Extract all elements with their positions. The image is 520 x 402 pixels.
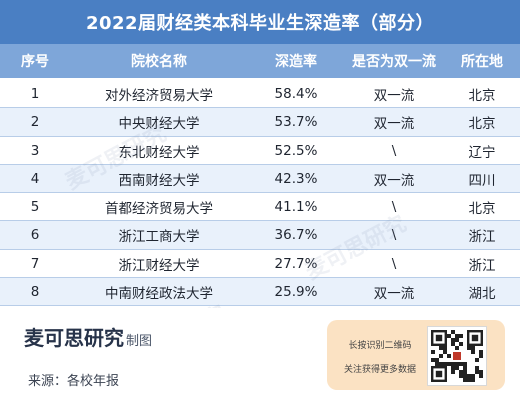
qr-caption-2: 关注获得更多数据 [343,365,416,375]
cell-double-first: 双一流 [373,172,415,189]
cell-school: 中南财经政法大学 [105,285,213,302]
qr-code-graphic [431,330,483,382]
qr-card: 长按识别二维码 关注获得更多数据 [327,320,505,390]
cell-double-first: \ [391,227,397,244]
row-divider [0,248,520,250]
table-row: 2 中央财经大学 53.7% 双一流 北京 [0,108,520,137]
row-divider [0,276,520,278]
table-row: 8 中南财经政法大学 25.9% 双一流 湖北 [0,277,520,306]
cell-double-first: 双一流 [373,88,415,105]
cell-location: 浙江 [468,229,496,246]
footer: 麦可思研究 制图 来源：各校年报 长按识别二维码 关注获得更多数据 [0,308,520,402]
table-row: 3 东北财经大学 52.5% \ 辽宁 [0,137,520,165]
cell-index: 6 [30,227,40,244]
row-divider [0,305,520,306]
cell-index: 8 [30,283,40,300]
cell-index: 7 [30,255,40,272]
cell-double-first: 双一流 [373,285,415,302]
header-index: 序号 [21,54,49,70]
cell-rate: 42.3% [274,170,318,187]
cell-rate: 27.7% [274,255,318,272]
cell-rate: 25.9% [274,283,318,300]
cell-location: 北京 [468,201,496,218]
header-school: 院校名称 [131,54,187,70]
cell-location: 浙江 [468,257,496,274]
cell-school: 东北财经大学 [118,144,200,161]
cell-rate: 41.1% [274,199,318,216]
brand-suffix: 制图 [126,334,153,349]
table-row: 1 对外经济贸易大学 58.4% 双一流 北京 [0,80,520,108]
cell-school: 浙江财经大学 [118,257,200,274]
qr-caption-1: 长按识别二维码 [348,341,412,351]
cell-school: 中央财经大学 [118,116,200,133]
cell-school: 西南财经大学 [118,172,200,189]
cell-index: 5 [30,199,40,216]
cell-location: 北京 [468,116,496,133]
source-note: 来源：各校年报 [28,374,120,389]
row-divider [0,163,520,165]
cell-school: 首都经济贸易大学 [105,201,213,218]
cell-index: 1 [30,86,40,103]
cell-school: 对外经济贸易大学 [105,88,213,105]
cell-rate: 58.4% [274,86,318,103]
cell-index: 4 [30,170,40,187]
table-row: 4 西南财经大学 42.3% 双一流 四川 [0,164,520,193]
cell-location: 辽宁 [468,144,496,161]
cell-school: 浙江工商大学 [118,229,200,246]
page-title: 2022届财经类本科毕业生深造率（部分） [0,0,520,44]
row-divider [0,135,520,137]
cell-location: 北京 [468,88,496,105]
table-row: 5 首都经济贸易大学 41.1% \ 北京 [0,193,520,221]
brand-name: 麦可思研究 [24,326,124,350]
brand-logo: 麦可思研究 制图 [24,322,152,351]
cell-double-first: \ [391,199,397,216]
cell-location: 四川 [468,172,496,189]
cell-double-first: \ [391,142,397,159]
header-rate: 深造率 [275,54,317,70]
cell-double-first: \ [391,255,397,272]
cell-rate: 53.7% [274,114,318,131]
cell-index: 2 [30,114,40,131]
table-header: 序号 院校名称 深造率 是否为双一流 所在地 [0,44,520,78]
cell-index: 3 [30,142,40,159]
row-divider [0,192,520,193]
row-divider [0,107,520,109]
header-location: 所在地 [461,54,503,70]
table-row: 6 浙江工商大学 36.7% \ 浙江 [0,221,520,250]
cell-rate: 36.7% [274,227,318,244]
header-double-first: 是否为双一流 [352,54,436,70]
cell-location: 湖北 [468,285,496,302]
table-row: 7 浙江财经大学 27.7% \ 浙江 [0,250,520,278]
qr-code-icon[interactable] [427,326,487,386]
cell-double-first: 双一流 [373,116,415,133]
row-divider [0,220,520,222]
cell-rate: 52.5% [274,142,318,159]
